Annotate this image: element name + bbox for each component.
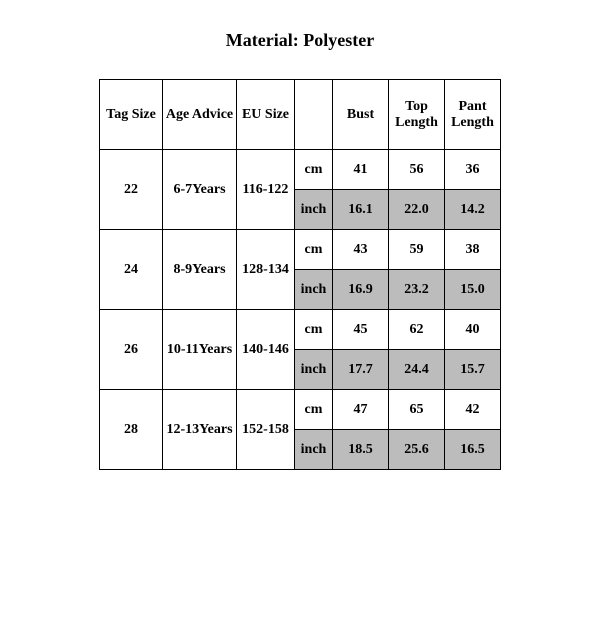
cell-top-cm: 56 (389, 150, 445, 190)
cell-pant-cm: 40 (445, 310, 501, 350)
cell-bust-inch: 16.1 (333, 190, 389, 230)
table-row: 2610-11Years140-146cm456240 (100, 310, 501, 350)
cell-pant-cm: 36 (445, 150, 501, 190)
cell-unit-cm: cm (295, 390, 333, 430)
cell-bust-cm: 41 (333, 150, 389, 190)
cell-top-cm: 65 (389, 390, 445, 430)
page-title: Material: Polyester (0, 30, 600, 51)
cell-unit-inch: inch (295, 350, 333, 390)
hdr-age-advice: Age Advice (163, 80, 237, 150)
cell-pant-inch: 14.2 (445, 190, 501, 230)
cell-bust-cm: 45 (333, 310, 389, 350)
cell-unit-inch: inch (295, 190, 333, 230)
cell-unit-inch: inch (295, 270, 333, 310)
cell-bust-cm: 47 (333, 390, 389, 430)
cell-pant-inch: 16.5 (445, 430, 501, 470)
cell-top-inch: 23.2 (389, 270, 445, 310)
cell-age: 8-9Years (163, 230, 237, 310)
cell-pant-cm: 38 (445, 230, 501, 270)
cell-top-inch: 25.6 (389, 430, 445, 470)
cell-eu: 152-158 (237, 390, 295, 470)
table-row: 226-7Years116-122cm415636 (100, 150, 501, 190)
cell-top-cm: 59 (389, 230, 445, 270)
cell-age: 6-7Years (163, 150, 237, 230)
cell-tag: 24 (100, 230, 163, 310)
hdr-bust: Bust (333, 80, 389, 150)
cell-eu: 140-146 (237, 310, 295, 390)
cell-unit-cm: cm (295, 150, 333, 190)
cell-bust-inch: 17.7 (333, 350, 389, 390)
hdr-eu-size: EU Size (237, 80, 295, 150)
hdr-top-length: Top Length (389, 80, 445, 150)
cell-bust-inch: 16.9 (333, 270, 389, 310)
cell-tag: 22 (100, 150, 163, 230)
cell-unit-inch: inch (295, 430, 333, 470)
cell-pant-cm: 42 (445, 390, 501, 430)
cell-eu: 128-134 (237, 230, 295, 310)
header-row: Tag Size Age Advice EU Size Bust Top Len… (100, 80, 501, 150)
table-row: 2812-13Years152-158cm476542 (100, 390, 501, 430)
cell-pant-inch: 15.7 (445, 350, 501, 390)
cell-top-cm: 62 (389, 310, 445, 350)
cell-unit-cm: cm (295, 230, 333, 270)
cell-unit-cm: cm (295, 310, 333, 350)
cell-top-inch: 22.0 (389, 190, 445, 230)
hdr-tag-size: Tag Size (100, 80, 163, 150)
cell-bust-inch: 18.5 (333, 430, 389, 470)
cell-tag: 28 (100, 390, 163, 470)
cell-age: 10-11Years (163, 310, 237, 390)
size-chart-table: Tag Size Age Advice EU Size Bust Top Len… (99, 79, 501, 470)
cell-pant-inch: 15.0 (445, 270, 501, 310)
cell-eu: 116-122 (237, 150, 295, 230)
hdr-pant-length: Pant Length (445, 80, 501, 150)
cell-top-inch: 24.4 (389, 350, 445, 390)
table-row: 248-9Years128-134cm435938 (100, 230, 501, 270)
cell-age: 12-13Years (163, 390, 237, 470)
hdr-unit (295, 80, 333, 150)
cell-tag: 26 (100, 310, 163, 390)
cell-bust-cm: 43 (333, 230, 389, 270)
